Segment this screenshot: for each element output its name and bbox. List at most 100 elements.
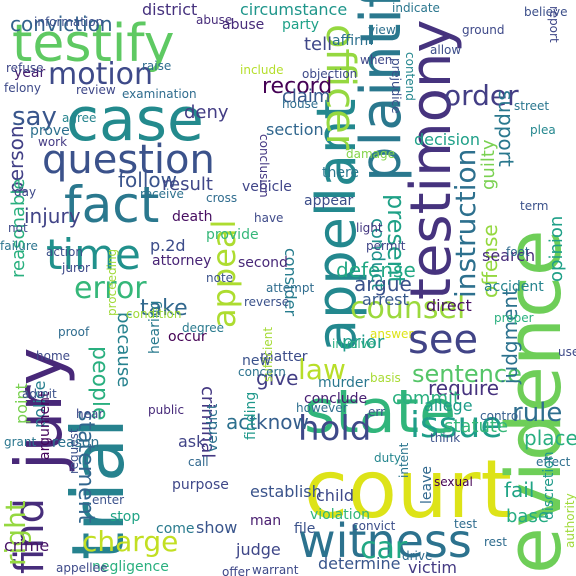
cloud-word: state: [304, 377, 456, 447]
cloud-word: require: [428, 376, 500, 400]
cloud-word: right: [0, 500, 32, 566]
cloud-word: condition: [126, 307, 182, 321]
cloud-word: conclude: [304, 391, 368, 407]
cloud-word: second: [238, 255, 288, 271]
cloud-word: juror: [62, 261, 90, 275]
cloud-word: proof: [58, 325, 90, 339]
cloud-word: provide: [206, 227, 259, 243]
cloud-word: instruction: [449, 148, 482, 298]
cloud-word: result: [162, 174, 213, 195]
cloud-word: ask: [178, 432, 206, 451]
cloud-word: felony: [4, 81, 41, 95]
cloud-word: opinion: [546, 215, 567, 282]
cloud-word: authority: [563, 493, 576, 548]
cloud-word: control: [480, 409, 522, 423]
cloud-word: use: [558, 345, 576, 359]
cloud-word: time: [46, 230, 141, 279]
cloud-word: allow: [430, 43, 462, 57]
cloud-word: motion: [48, 57, 154, 92]
cloud-word: conviction: [10, 12, 113, 36]
cloud-word: case: [66, 85, 204, 155]
cloud-word: receive: [140, 187, 184, 201]
cloud-word: work: [38, 135, 68, 149]
cloud-word: issue: [410, 405, 503, 446]
cloud-word: term: [520, 199, 549, 213]
cloud-word: argument: [37, 391, 53, 460]
cloud-word: crime: [4, 536, 50, 555]
cloud-word: ground: [462, 23, 505, 37]
cloud-word: follow: [118, 168, 177, 192]
cloud-word: include: [240, 63, 284, 77]
cloud-word: street: [514, 99, 550, 113]
cloud-word: sentence: [412, 360, 522, 388]
cloud-word: reverse: [244, 295, 290, 309]
cloud-word: raise: [142, 59, 172, 73]
cloud-word: house: [282, 97, 319, 111]
cloud-word: convict: [352, 519, 396, 533]
cloud-word: attempt: [266, 281, 315, 295]
cloud-word: proceeding: [105, 248, 119, 316]
cloud-word: home: [36, 349, 71, 363]
cloud-word: establish: [250, 482, 322, 501]
cloud-word: tell: [304, 34, 333, 55]
cloud-word: give: [256, 366, 299, 390]
cloud-word: accident: [484, 279, 544, 295]
cloud-word: say: [12, 102, 57, 132]
cloud-word: question: [42, 137, 215, 183]
cloud-word: witness: [298, 514, 472, 568]
cloud-word: new: [242, 353, 271, 369]
cloud-word: see: [408, 317, 479, 363]
cloud-word: sexual: [434, 475, 473, 489]
cloud-word: take: [140, 296, 188, 321]
cloud-word: charge: [82, 525, 179, 558]
cloud-word: degree: [182, 321, 225, 335]
cloud-word: affirm: [332, 33, 374, 49]
cloud-word: prior: [342, 332, 385, 353]
cloud-word: judgment: [498, 288, 522, 384]
cloud-word: concern: [238, 365, 286, 379]
cloud-word: allege: [424, 396, 473, 415]
cloud-word: year: [14, 65, 46, 81]
cloud-word: section: [266, 120, 324, 139]
cloud-word: violation: [310, 507, 371, 523]
cloud-word: injury: [24, 204, 81, 228]
cloud-word: have: [254, 211, 284, 225]
cloud-word: call: [188, 455, 209, 469]
cloud-word: p.2d: [150, 236, 186, 255]
cloud-word: verdict: [205, 403, 221, 452]
cloud-word: direct: [426, 296, 472, 315]
cloud-word: search: [482, 246, 536, 265]
cloud-word: warrant: [252, 563, 299, 576]
cloud-word: there: [322, 165, 360, 181]
cloud-word: view: [368, 23, 396, 37]
cloud-word: argue: [354, 272, 412, 296]
cloud-word: proper: [494, 311, 534, 325]
cloud-word: failure: [0, 239, 38, 253]
cloud-word: admit: [22, 387, 57, 401]
cloud-word: because: [113, 312, 134, 388]
cloud-word: statute: [444, 416, 509, 437]
cloud-word: abuse: [196, 13, 233, 27]
cloud-word: party: [282, 17, 319, 33]
cloud-word: vehicle: [242, 179, 292, 195]
cloud-word: attorney: [152, 253, 212, 269]
cloud-word: show: [196, 518, 238, 537]
cloud-word: hear: [76, 407, 104, 421]
cloud-word: plea: [530, 123, 556, 137]
cloud-word: base: [506, 506, 549, 527]
cloud-word: contend: [403, 52, 417, 101]
cloud-word: abuse: [222, 17, 265, 33]
cloud-word: decision: [414, 130, 480, 149]
cloud-word: conclusion: [257, 134, 271, 198]
cloud-word: occur: [168, 329, 207, 345]
cloud-word: appear: [304, 193, 354, 209]
cloud-word: car: [360, 531, 408, 566]
cloud-word: test: [454, 517, 478, 531]
cloud-word: note: [206, 271, 234, 285]
cloud-word: not: [8, 221, 28, 235]
cloud-word: agree: [62, 111, 97, 125]
cloud-word: district: [142, 0, 198, 19]
cloud-word: victim: [408, 558, 458, 576]
cloud-word: matter: [260, 349, 308, 365]
